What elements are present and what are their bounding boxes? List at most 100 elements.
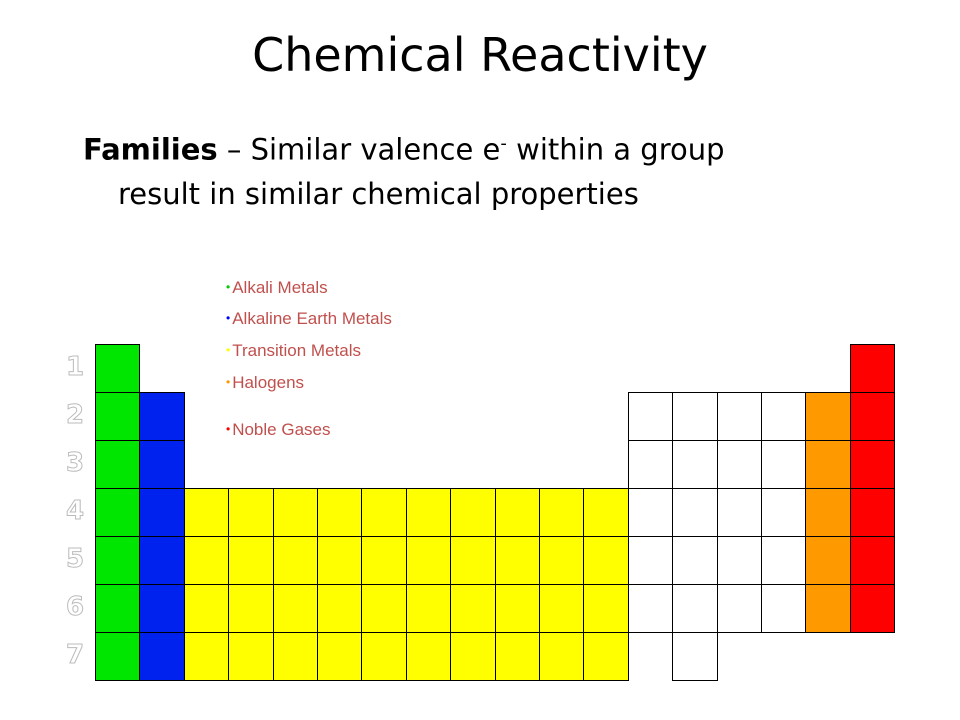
element-cell — [450, 632, 496, 681]
element-cell — [405, 584, 452, 633]
element-cell — [183, 632, 230, 681]
element-cell — [672, 488, 718, 537]
slide-title: Chemical Reactivity — [252, 28, 708, 82]
element-cell — [494, 488, 540, 537]
subtitle-superscript: - — [500, 133, 507, 154]
element-cell — [317, 632, 363, 681]
period-number: 1 — [65, 352, 85, 383]
element-cell — [539, 488, 585, 537]
element-cell — [849, 440, 896, 489]
element-cell — [450, 584, 496, 633]
period-number: 6 — [65, 592, 85, 623]
element-cell — [583, 536, 629, 585]
element-cell — [627, 440, 674, 489]
element-cell — [716, 392, 762, 441]
element-cell — [672, 632, 718, 681]
element-cell — [139, 392, 185, 441]
element-cell — [450, 536, 496, 585]
element-cell — [539, 536, 585, 585]
element-cell — [450, 488, 496, 537]
element-cell — [272, 632, 318, 681]
element-cell — [139, 488, 185, 537]
element-cell — [95, 392, 141, 441]
element-cell — [849, 584, 896, 633]
element-cell — [183, 536, 230, 585]
legend-item: • Noble Gases — [226, 420, 330, 440]
legend-item: • Alkaline Earth Metals — [226, 309, 392, 329]
element-cell — [139, 440, 185, 489]
element-cell — [139, 536, 185, 585]
subtitle-term: Families — [83, 132, 218, 167]
legend-label: Alkaline Earth Metals — [232, 309, 392, 328]
legend-label: Halogens — [232, 373, 305, 392]
legend-bullet: • — [226, 343, 231, 357]
element-cell — [583, 632, 629, 681]
slide-subtitle: Families – Similar valence e- within a g… — [83, 122, 883, 216]
element-cell — [805, 392, 851, 441]
element-cell — [761, 392, 807, 441]
element-cell — [539, 632, 585, 681]
element-cell — [849, 392, 896, 441]
element-cell — [272, 584, 318, 633]
element-cell — [672, 440, 718, 489]
element-cell — [95, 584, 141, 633]
element-cell — [672, 584, 718, 633]
element-cell — [761, 584, 807, 633]
element-cell — [539, 584, 585, 633]
element-cell — [805, 536, 851, 585]
element-cell — [317, 584, 363, 633]
element-cell — [494, 536, 540, 585]
subtitle-text: Similar valence e — [250, 132, 501, 167]
element-cell — [849, 536, 896, 585]
period-number: 7 — [65, 640, 85, 671]
element-cell — [183, 584, 230, 633]
element-cell — [228, 632, 274, 681]
period-number: 2 — [65, 400, 85, 431]
element-cell — [95, 440, 141, 489]
element-cell — [583, 584, 629, 633]
element-cell — [716, 584, 762, 633]
element-cell — [805, 488, 851, 537]
legend-item: • Alkali Metals — [226, 278, 328, 298]
element-cell — [272, 488, 318, 537]
period-number: 4 — [65, 496, 85, 527]
element-cell — [627, 488, 674, 537]
element-cell — [494, 584, 540, 633]
period-number: 5 — [65, 544, 85, 575]
period-number: 3 — [65, 448, 85, 479]
legend-bullet: • — [226, 422, 231, 436]
subtitle-line-2: result in similar chemical properties — [118, 176, 639, 211]
element-cell — [672, 392, 718, 441]
element-cell — [361, 584, 407, 633]
legend-bullet: • — [226, 280, 231, 294]
legend-label: Transition Metals — [232, 341, 362, 360]
element-cell — [583, 488, 629, 537]
element-cell — [361, 488, 407, 537]
element-cell — [494, 632, 540, 681]
legend-label: Alkali Metals — [232, 278, 328, 297]
element-cell — [761, 440, 807, 489]
element-cell — [716, 488, 762, 537]
element-cell — [627, 584, 674, 633]
subtitle-dash: – — [217, 132, 251, 167]
element-cell — [849, 344, 896, 393]
legend-item: • Transition Metals — [226, 341, 361, 361]
element-cell — [139, 584, 185, 633]
element-cell — [139, 632, 185, 681]
element-cell — [95, 632, 141, 681]
element-cell — [672, 536, 718, 585]
element-cell — [361, 536, 407, 585]
element-cell — [405, 536, 452, 585]
element-cell — [716, 440, 762, 489]
element-cell — [627, 536, 674, 585]
element-cell — [183, 488, 230, 537]
element-cell — [761, 536, 807, 585]
element-cell — [405, 488, 452, 537]
element-cell — [228, 536, 274, 585]
element-cell — [95, 488, 141, 537]
element-cell — [228, 488, 274, 537]
element-cell — [716, 536, 762, 585]
element-cell — [627, 392, 674, 441]
element-cell — [405, 632, 452, 681]
element-cell — [272, 536, 318, 585]
